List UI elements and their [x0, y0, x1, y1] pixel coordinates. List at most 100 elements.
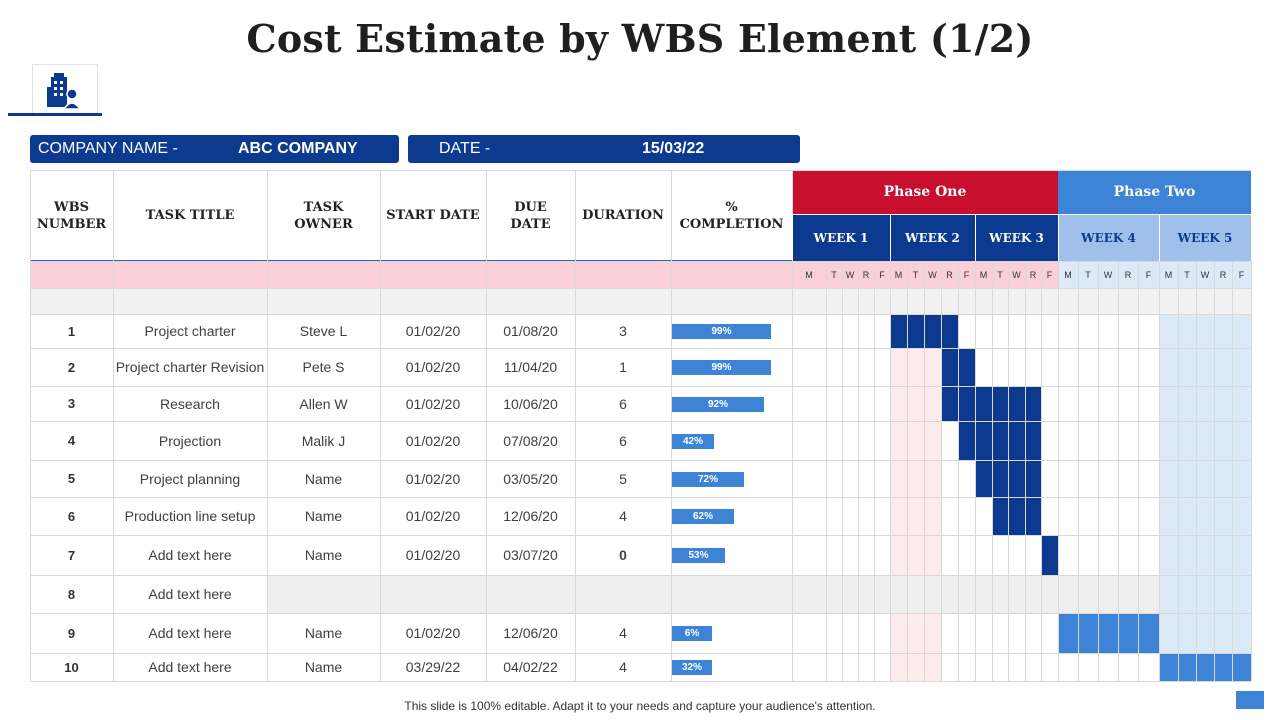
task-due-cell: [486, 575, 575, 613]
day-label: T: [912, 269, 919, 280]
gantt-task-block: [890, 314, 907, 348]
task-due-cell: 01/08/20: [503, 323, 558, 339]
row-divider: [30, 386, 1251, 387]
gantt-task-block: [941, 348, 958, 386]
task-wbs-cell: 2: [67, 359, 76, 375]
row-divider: [30, 497, 1251, 498]
task-start-cell: 01/02/20: [405, 323, 461, 339]
task-wbs-cell: 5: [67, 471, 76, 486]
day-divider: [992, 261, 993, 681]
column-divider: [380, 170, 381, 681]
day-label: F: [1145, 269, 1152, 280]
gantt-task-block: [958, 421, 975, 460]
footer-note: This slide is 100% editable. Adapt it to…: [404, 699, 876, 713]
column-divider: [30, 170, 31, 681]
column-header: WBS NUMBER: [36, 199, 107, 232]
task-title-cell: Research: [160, 395, 220, 412]
page-title: Cost Estimate by WBS Element (1/2): [246, 16, 1034, 61]
day-label: W: [1012, 269, 1021, 280]
gantt-task-block: [992, 460, 1008, 497]
task-owner-cell: Steve L: [299, 323, 348, 339]
task-due-cell: 07/08/20: [503, 432, 558, 449]
task-title-cell: Add text here: [148, 586, 232, 602]
task-wbs-cell: 4: [67, 433, 76, 448]
day-label: M: [1164, 269, 1173, 280]
column-divider: [113, 170, 114, 681]
task-start-cell: 01/02/20: [405, 470, 461, 487]
phase-week-divider: [792, 214, 1251, 215]
day-divider: [975, 261, 976, 681]
gantt-task-block: [1178, 653, 1196, 681]
task-owner-cell: Name: [304, 470, 343, 487]
week-header-5: WEEK 5: [1159, 214, 1251, 261]
task-title-cell: Project charter Revision: [115, 359, 265, 375]
task-owner-cell: Name: [304, 625, 343, 641]
gantt-task-block: [1159, 653, 1178, 681]
task-start-cell: 01/02/20: [405, 395, 461, 412]
column-divider: [575, 170, 576, 681]
task-duration-cell: 3: [619, 323, 627, 339]
gantt-task-block: [1008, 386, 1025, 421]
gantt-task-block: [1025, 460, 1041, 497]
task-wbs-cell: 1: [67, 323, 76, 339]
task-duration-cell: 4: [619, 625, 627, 641]
gantt-task-block: [992, 497, 1008, 535]
task-wbs-cell: 6: [67, 508, 76, 524]
task-start-cell: 01/02/20: [405, 508, 461, 524]
day-divider: [858, 261, 859, 681]
task-duration-cell: 4: [619, 508, 627, 524]
gantt-task-block: [958, 348, 975, 386]
week-divider: [792, 214, 793, 261]
gantt-task-block: [975, 386, 992, 421]
task-duration-cell: 6: [619, 432, 627, 449]
column-divider: [267, 170, 268, 681]
day-divider: [890, 261, 891, 681]
gantt-task-block: [1098, 613, 1118, 653]
day-label: R: [1029, 269, 1037, 280]
task-duration-cell: 0: [619, 547, 627, 563]
task-owner-cell: Pete S: [302, 359, 345, 375]
day-divider: [1041, 261, 1042, 681]
blank-row: [30, 288, 1251, 314]
building-person-icon: [47, 73, 82, 110]
column-divider: [671, 170, 672, 681]
day-label: F: [1046, 269, 1053, 280]
gantt-task-block: [1058, 613, 1078, 653]
week-divider: [890, 214, 891, 261]
task-due-cell: 11/04/20: [503, 359, 558, 375]
task-wbs-cell: 8: [67, 586, 76, 602]
week-divider: [975, 214, 976, 261]
completion-bar: 32%: [672, 660, 712, 675]
task-title-cell: Projection: [158, 432, 222, 449]
task-wbs-cell: 3: [67, 396, 76, 411]
day-label: M: [805, 269, 813, 280]
gantt-task-block: [907, 314, 924, 348]
day-label: W: [1103, 269, 1113, 280]
day-divider: [1232, 261, 1233, 681]
week-divider: [1058, 214, 1059, 261]
week-header-2: WEEK 2: [890, 214, 975, 261]
day-divider: [958, 261, 959, 681]
gantt-task-block: [1041, 535, 1058, 575]
day-label: M: [894, 269, 903, 280]
gantt-task-block: [1118, 613, 1138, 653]
gantt-task-block: [1214, 653, 1232, 681]
gantt-task-block: [1232, 653, 1251, 681]
task-duration-cell: 4: [619, 659, 627, 675]
company-bar: COMPANY NAME - ABC COMPANY: [30, 135, 399, 163]
task-wbs-cell: 10: [64, 659, 79, 675]
gantt-task-block: [1078, 613, 1098, 653]
day-label: T: [1184, 269, 1190, 280]
day-divider: [1251, 261, 1252, 681]
day-label: M: [979, 269, 988, 280]
gantt-task-block: [1025, 421, 1041, 460]
day-label: W: [1200, 269, 1210, 280]
task-start-cell: 01/02/20: [405, 547, 461, 563]
task-duration-cell: 1: [619, 359, 627, 375]
week-header-4: WEEK 4: [1058, 214, 1159, 261]
row-divider: [30, 421, 1251, 422]
task-owner-cell: Name: [304, 508, 343, 524]
logo-underline: [8, 113, 102, 116]
gantt-task-block: [958, 386, 975, 421]
